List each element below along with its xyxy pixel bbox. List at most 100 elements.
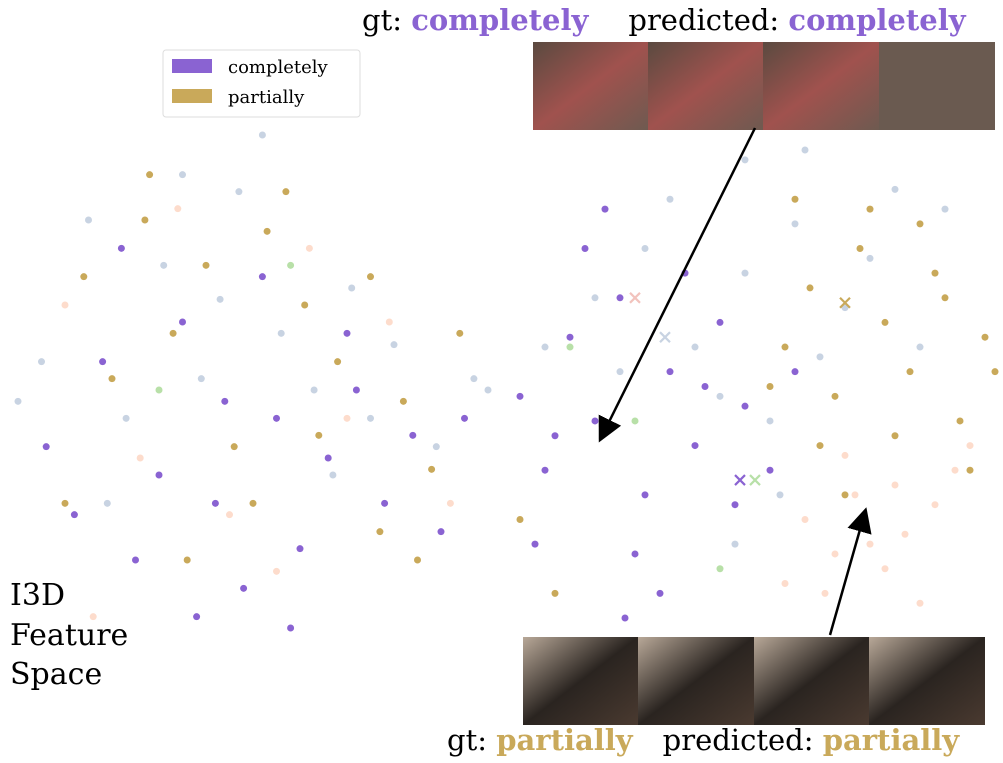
point bbox=[781, 580, 789, 588]
caption-value: completely bbox=[411, 3, 589, 37]
point bbox=[414, 556, 421, 564]
point bbox=[89, 613, 97, 621]
point bbox=[197, 375, 205, 383]
point bbox=[931, 501, 939, 509]
point bbox=[951, 466, 959, 474]
point bbox=[991, 368, 999, 376]
point bbox=[103, 499, 111, 507]
point bbox=[956, 417, 964, 425]
point bbox=[656, 589, 664, 597]
point bbox=[343, 414, 351, 422]
point bbox=[791, 195, 799, 203]
point bbox=[273, 567, 280, 575]
point bbox=[901, 530, 909, 538]
point bbox=[516, 515, 524, 523]
point bbox=[801, 146, 809, 154]
point bbox=[891, 185, 899, 193]
point bbox=[343, 329, 351, 337]
cross-point bbox=[749, 474, 761, 486]
caption: gt: partially predicted: partially bbox=[447, 723, 960, 757]
point bbox=[741, 269, 749, 277]
point bbox=[38, 358, 45, 366]
point bbox=[516, 392, 524, 400]
caption-label: predicted: bbox=[663, 723, 814, 757]
point bbox=[282, 188, 290, 196]
point bbox=[741, 402, 749, 410]
point bbox=[117, 244, 125, 252]
point bbox=[258, 273, 266, 281]
point bbox=[891, 432, 899, 440]
point bbox=[174, 205, 182, 213]
legend-swatch bbox=[172, 59, 212, 73]
point bbox=[851, 491, 859, 499]
point bbox=[806, 284, 814, 292]
point bbox=[484, 386, 492, 394]
cross-point bbox=[629, 292, 641, 304]
arrow bbox=[598, 127, 757, 443]
caption-label: gt: bbox=[362, 3, 402, 37]
point bbox=[211, 499, 219, 507]
side-label: I3D bbox=[10, 578, 65, 613]
point bbox=[273, 414, 280, 422]
point bbox=[249, 499, 257, 507]
point bbox=[399, 397, 407, 405]
point bbox=[766, 466, 774, 474]
point bbox=[432, 443, 440, 451]
legend: completely partially bbox=[162, 49, 361, 118]
point bbox=[541, 343, 549, 351]
point bbox=[61, 499, 69, 507]
point bbox=[601, 205, 609, 213]
point bbox=[916, 220, 924, 228]
point bbox=[816, 442, 824, 450]
point bbox=[70, 511, 78, 519]
point bbox=[906, 368, 914, 376]
point bbox=[801, 515, 809, 523]
top-frames bbox=[533, 42, 995, 130]
point bbox=[916, 599, 924, 607]
point bbox=[141, 216, 149, 224]
point bbox=[235, 188, 243, 196]
point bbox=[390, 341, 398, 349]
point bbox=[409, 431, 417, 439]
point bbox=[831, 392, 839, 400]
point bbox=[301, 301, 309, 309]
point bbox=[108, 375, 116, 383]
point bbox=[296, 545, 304, 553]
point bbox=[776, 491, 784, 499]
point bbox=[226, 511, 233, 519]
caption-label: predicted: bbox=[628, 3, 779, 37]
point bbox=[99, 358, 107, 366]
point bbox=[816, 353, 824, 361]
point bbox=[385, 318, 393, 326]
point bbox=[731, 540, 739, 548]
point bbox=[179, 318, 186, 326]
point bbox=[61, 301, 69, 309]
point bbox=[324, 454, 332, 462]
point bbox=[966, 442, 974, 450]
point bbox=[731, 501, 739, 509]
point bbox=[230, 443, 238, 451]
point bbox=[591, 417, 599, 425]
point bbox=[716, 318, 724, 326]
point bbox=[716, 392, 724, 400]
point bbox=[691, 442, 699, 450]
point bbox=[766, 417, 774, 425]
point bbox=[541, 466, 549, 474]
point bbox=[741, 156, 749, 164]
point bbox=[856, 245, 864, 253]
point bbox=[155, 471, 163, 479]
point bbox=[551, 432, 559, 440]
plots bbox=[14, 131, 999, 632]
point bbox=[14, 397, 22, 405]
point bbox=[221, 397, 229, 405]
legend-swatch bbox=[172, 89, 212, 103]
point bbox=[329, 471, 337, 479]
point bbox=[352, 386, 360, 394]
point bbox=[791, 220, 799, 228]
point bbox=[981, 333, 989, 341]
side-label: Feature bbox=[10, 618, 128, 653]
point bbox=[831, 550, 839, 558]
point bbox=[85, 216, 92, 224]
point bbox=[866, 254, 874, 262]
